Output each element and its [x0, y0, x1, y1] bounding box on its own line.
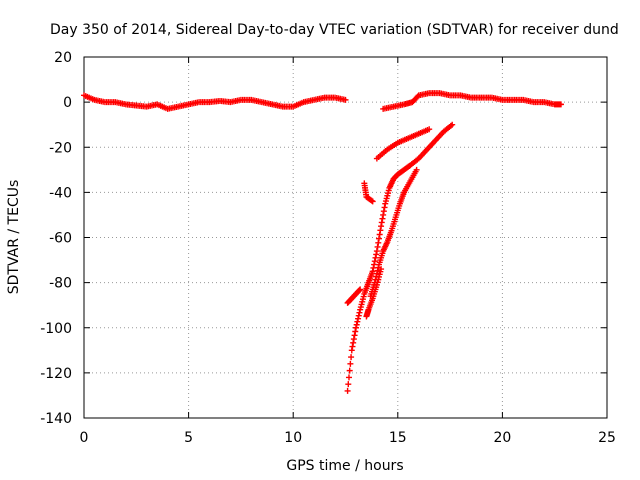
y-tick-label: -20 — [49, 140, 72, 156]
gridlines — [84, 57, 607, 418]
y-axis-label: SDTVAR / TECUs — [6, 180, 22, 295]
data-point — [348, 354, 355, 361]
series-baseline-early — [81, 92, 349, 112]
data-point — [345, 374, 352, 381]
data-point — [368, 197, 375, 204]
y-tick-label: -100 — [40, 321, 72, 337]
x-tick-label: 10 — [284, 430, 302, 446]
x-tick-label: 15 — [389, 430, 407, 446]
y-tick-label: -120 — [40, 366, 72, 382]
x-tick-label: 20 — [493, 430, 511, 446]
series-segment-upper — [373, 126, 433, 162]
data-point — [344, 387, 351, 394]
axis-ticks: 0 5 10 15 20 25 20 0 -20 -40 -60 -80 -100 -120 -140 — [40, 50, 616, 446]
data-point — [357, 286, 364, 293]
data-point — [345, 381, 352, 388]
data-points — [81, 90, 564, 394]
data-point — [557, 101, 564, 108]
x-tick-label: 5 — [184, 430, 193, 446]
x-axis-label: GPS time / hours — [286, 458, 403, 474]
data-point — [342, 96, 349, 103]
series-isolated — [361, 180, 376, 205]
data-point — [378, 266, 385, 273]
data-point — [449, 121, 456, 128]
chart-title: Day 350 of 2014, Sidereal Day-to-day VTE… — [50, 22, 619, 38]
series-baseline-late — [380, 90, 564, 112]
y-tick-label: -60 — [49, 231, 72, 247]
y-tick-label: 20 — [54, 50, 72, 66]
series-arc-c — [344, 286, 364, 306]
data-point — [347, 360, 354, 367]
y-tick-label: -140 — [40, 411, 72, 427]
data-point — [346, 367, 353, 374]
y-tick-label: 0 — [63, 95, 72, 111]
x-tick-label: 25 — [598, 430, 616, 446]
y-tick-label: -80 — [49, 276, 72, 292]
data-point — [426, 126, 433, 133]
series-arc-d — [363, 266, 385, 320]
x-tick-label: 0 — [80, 430, 89, 446]
data-point — [413, 166, 420, 173]
data-point — [369, 198, 376, 205]
series-arc-a — [344, 121, 456, 394]
y-tick-label: -40 — [49, 185, 72, 201]
